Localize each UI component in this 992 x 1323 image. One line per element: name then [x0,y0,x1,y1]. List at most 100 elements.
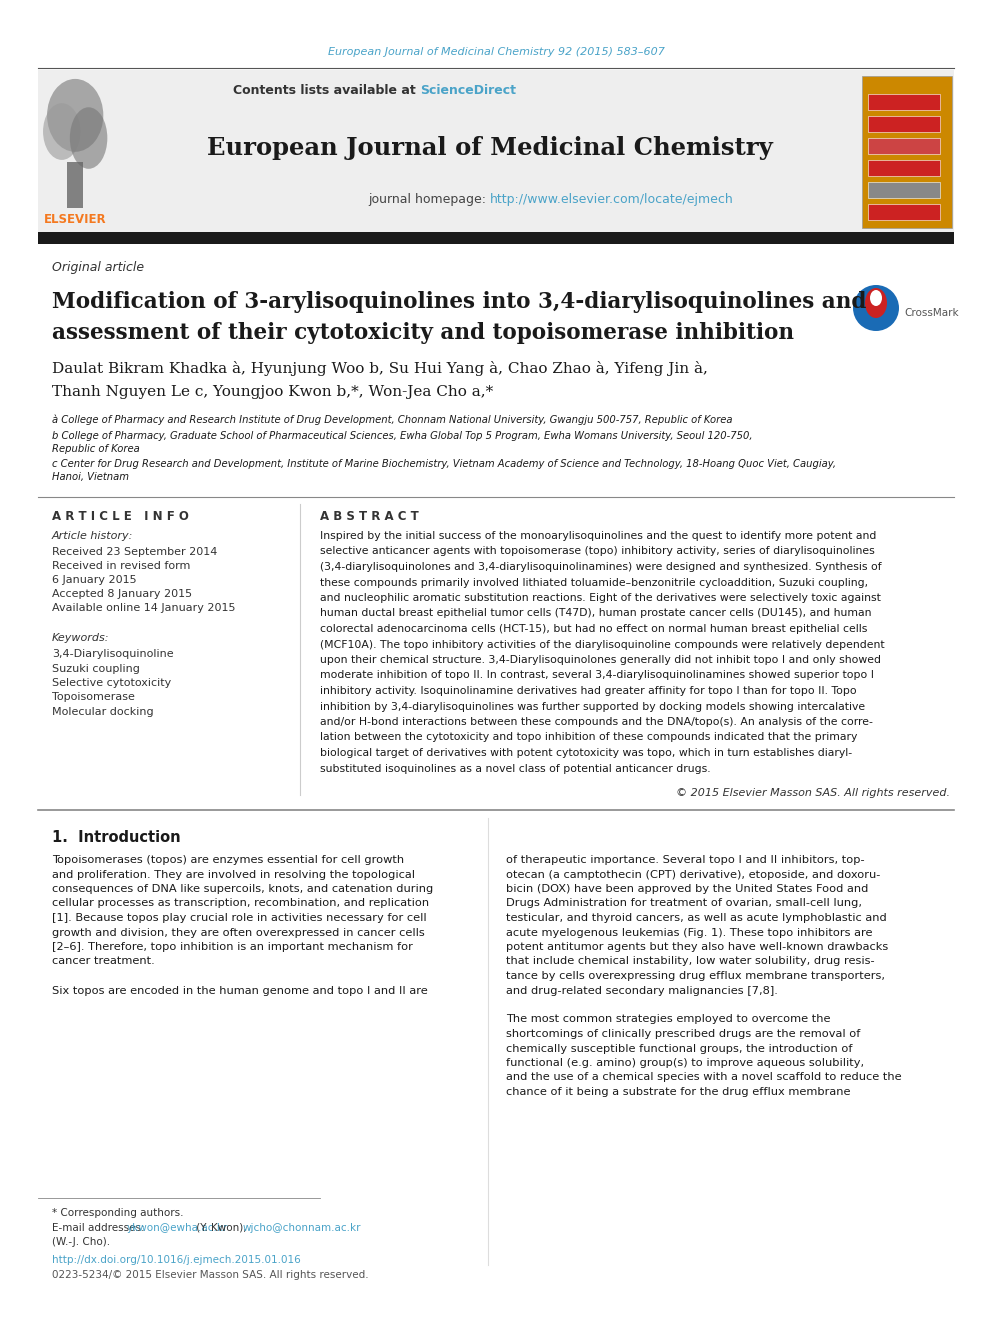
FancyBboxPatch shape [200,79,750,102]
Text: human ductal breast epithelial tumor cells (T47D), human prostate cancer cells (: human ductal breast epithelial tumor cel… [320,609,872,618]
Text: Modification of 3-arylisoquinolines into 3,4-diarylisoquinolines and: Modification of 3-arylisoquinolines into… [52,291,866,314]
Text: http://www.elsevier.com/locate/ejmech: http://www.elsevier.com/locate/ejmech [490,193,734,206]
Text: Hanoi, Vietnam: Hanoi, Vietnam [52,472,129,482]
Text: inhibitory activity. Isoquinolinamine derivatives had greater affinity for topo : inhibitory activity. Isoquinolinamine de… [320,687,857,696]
Text: wjcho@chonnam.ac.kr: wjcho@chonnam.ac.kr [243,1222,361,1233]
Text: Topoisomerase: Topoisomerase [52,692,135,703]
Text: chance of it being a substrate for the drug efflux membrane: chance of it being a substrate for the d… [506,1088,850,1097]
Text: Contents lists available at: Contents lists available at [233,83,420,97]
Text: potent antitumor agents but they also have well-known drawbacks: potent antitumor agents but they also ha… [506,942,888,953]
Text: otecan (a camptothecin (CPT) derivative), etoposide, and doxoru-: otecan (a camptothecin (CPT) derivative)… [506,869,880,880]
Text: ELSEVIER: ELSEVIER [44,213,106,225]
FancyBboxPatch shape [868,94,940,110]
Text: 3,4-Diarylisoquinoline: 3,4-Diarylisoquinoline [52,650,174,659]
Text: à College of Pharmacy and Research Institute of Drug Development, Chonnam Nation: à College of Pharmacy and Research Insti… [52,414,732,425]
Text: inhibition by 3,4-diarylisoquinolines was further supported by docking models sh: inhibition by 3,4-diarylisoquinolines wa… [320,701,865,712]
Text: tance by cells overexpressing drug efflux membrane transporters,: tance by cells overexpressing drug efflu… [506,971,885,980]
Text: Original article: Original article [52,262,144,274]
Text: Thanh Nguyen Le c, Youngjoo Kwon b,*, Won-Jea Cho a,*: Thanh Nguyen Le c, Youngjoo Kwon b,*, Wo… [52,385,493,400]
Text: Article history:: Article history: [52,531,133,541]
Text: ScienceDirect: ScienceDirect [420,83,516,97]
Ellipse shape [870,290,882,306]
FancyBboxPatch shape [862,75,952,228]
Text: of therapeutic importance. Several topo I and II inhibitors, top-: of therapeutic importance. Several topo … [506,855,865,865]
Text: * Corresponding authors.: * Corresponding authors. [52,1208,184,1218]
Text: that include chemical instability, low water solubility, drug resis-: that include chemical instability, low w… [506,957,875,967]
Ellipse shape [47,79,103,152]
Text: 0223-5234/© 2015 Elsevier Masson SAS. All rights reserved.: 0223-5234/© 2015 Elsevier Masson SAS. Al… [52,1270,369,1279]
Text: growth and division, they are often overexpressed in cancer cells: growth and division, they are often over… [52,927,425,938]
Text: Topoisomerases (topos) are enzymes essential for cell growth: Topoisomerases (topos) are enzymes essen… [52,855,404,865]
FancyBboxPatch shape [868,204,940,220]
Circle shape [853,284,899,331]
Text: Available online 14 January 2015: Available online 14 January 2015 [52,603,235,613]
Text: chemically susceptible functional groups, the introduction of: chemically susceptible functional groups… [506,1044,852,1053]
Text: Accepted 8 January 2015: Accepted 8 January 2015 [52,589,192,599]
FancyBboxPatch shape [38,232,954,243]
Text: [2–6]. Therefore, topo inhibition is an important mechanism for: [2–6]. Therefore, topo inhibition is an … [52,942,413,953]
FancyBboxPatch shape [868,138,940,153]
Text: biological target of derivatives with potent cytotoxicity was topo, which in tur: biological target of derivatives with po… [320,747,852,758]
FancyBboxPatch shape [868,183,940,198]
Text: bicin (DOX) have been approved by the United States Food and: bicin (DOX) have been approved by the Un… [506,884,868,894]
Text: (W.-J. Cho).: (W.-J. Cho). [52,1237,110,1248]
Text: Republic of Korea: Republic of Korea [52,445,140,454]
Ellipse shape [69,107,107,169]
Text: moderate inhibition of topo II. In contrast, several 3,4-diarylisoquinolinamines: moderate inhibition of topo II. In contr… [320,671,874,680]
Text: Selective cytotoxicity: Selective cytotoxicity [52,677,172,688]
Text: 1.  Introduction: 1. Introduction [52,831,181,845]
Text: (MCF10A). The topo inhibitory activities of the diarylisoquinoline compounds wer: (MCF10A). The topo inhibitory activities… [320,639,885,650]
FancyBboxPatch shape [67,163,83,208]
Text: Keywords:: Keywords: [52,632,109,643]
Text: 6 January 2015: 6 January 2015 [52,576,137,585]
Text: upon their chemical structure. 3,4-Diarylisoquinolones generally did not inhibit: upon their chemical structure. 3,4-Diary… [320,655,881,665]
Text: CrossMark: CrossMark [904,308,958,318]
Text: substituted isoquinolines as a novel class of potential anticancer drugs.: substituted isoquinolines as a novel cla… [320,763,710,774]
Text: A R T I C L E   I N F O: A R T I C L E I N F O [52,509,188,523]
FancyBboxPatch shape [868,116,940,132]
Text: A B S T R A C T: A B S T R A C T [320,509,419,523]
Text: and/or H-bond interactions between these compounds and the DNA/topo(s). An analy: and/or H-bond interactions between these… [320,717,873,728]
Text: cellular processes as transcription, recombination, and replication: cellular processes as transcription, rec… [52,898,430,909]
Text: and the use of a chemical species with a novel scaffold to reduce the: and the use of a chemical species with a… [506,1073,902,1082]
Text: and proliferation. They are involved in resolving the topological: and proliferation. They are involved in … [52,869,415,880]
Text: shortcomings of clinically prescribed drugs are the removal of: shortcomings of clinically prescribed dr… [506,1029,860,1039]
Ellipse shape [865,288,887,318]
Text: Drugs Administration for treatment of ovarian, small-cell lung,: Drugs Administration for treatment of ov… [506,898,862,909]
Text: (Y. Kwon),: (Y. Kwon), [193,1222,250,1233]
Text: E-mail addresses:: E-mail addresses: [52,1222,148,1233]
Text: Received in revised form: Received in revised form [52,561,190,572]
Text: testicular, and thyroid cancers, as well as acute lymphoblastic and: testicular, and thyroid cancers, as well… [506,913,887,923]
Text: http://dx.doi.org/10.1016/j.ejmech.2015.01.016: http://dx.doi.org/10.1016/j.ejmech.2015.… [52,1256,301,1265]
FancyBboxPatch shape [38,70,954,232]
Text: journal homepage:: journal homepage: [368,193,490,206]
Text: ykwon@ewha.ac.kr: ykwon@ewha.ac.kr [127,1222,228,1233]
Text: Daulat Bikram Khadka à, Hyunjung Woo b, Su Hui Yang à, Chao Zhao à, Yifeng Jin à: Daulat Bikram Khadka à, Hyunjung Woo b, … [52,360,708,376]
Text: [1]. Because topos play crucial role in activities necessary for cell: [1]. Because topos play crucial role in … [52,913,427,923]
Text: Six topos are encoded in the human genome and topo I and II are: Six topos are encoded in the human genom… [52,986,428,995]
Text: consequences of DNA like supercoils, knots, and catenation during: consequences of DNA like supercoils, kno… [52,884,434,894]
Text: Inspired by the initial success of the monoarylisoquinolines and the quest to id: Inspired by the initial success of the m… [320,531,876,541]
Text: cancer treatment.: cancer treatment. [52,957,155,967]
Text: c Center for Drug Research and Development, Institute of Marine Biochemistry, Vi: c Center for Drug Research and Developme… [52,459,836,468]
Text: these compounds primarily involved lithiated toluamide–benzonitrile cycloadditio: these compounds primarily involved lithi… [320,578,868,587]
Text: Molecular docking: Molecular docking [52,706,154,717]
Text: Suzuki coupling: Suzuki coupling [52,664,140,673]
Ellipse shape [43,103,80,160]
Text: and nucleophilic aromatic substitution reactions. Eight of the derivatives were : and nucleophilic aromatic substitution r… [320,593,881,603]
FancyBboxPatch shape [868,160,940,176]
Text: b College of Pharmacy, Graduate School of Pharmaceutical Sciences, Ewha Global T: b College of Pharmacy, Graduate School o… [52,431,753,441]
Text: assessment of their cytotoxicity and topoisomerase inhibition: assessment of their cytotoxicity and top… [52,321,794,344]
Text: The most common strategies employed to overcome the: The most common strategies employed to o… [506,1015,830,1024]
Text: European Journal of Medicinal Chemistry: European Journal of Medicinal Chemistry [207,136,773,160]
Text: © 2015 Elsevier Masson SAS. All rights reserved.: © 2015 Elsevier Masson SAS. All rights r… [676,789,950,798]
Text: and drug-related secondary malignancies [7,8].: and drug-related secondary malignancies … [506,986,778,995]
Text: acute myelogenous leukemias (Fig. 1). These topo inhibitors are: acute myelogenous leukemias (Fig. 1). Th… [506,927,873,938]
Text: (3,4-diarylisoquinolones and 3,4-diarylisoquinolinamines) were designed and synt: (3,4-diarylisoquinolones and 3,4-diaryli… [320,562,882,572]
Text: European Journal of Medicinal Chemistry 92 (2015) 583–607: European Journal of Medicinal Chemistry … [327,48,665,57]
Text: Received 23 September 2014: Received 23 September 2014 [52,546,217,557]
Text: functional (e.g. amino) group(s) to improve aqueous solubility,: functional (e.g. amino) group(s) to impr… [506,1058,864,1068]
Text: colorectal adenocarcinoma cells (HCT-15), but had no effect on normal human brea: colorectal adenocarcinoma cells (HCT-15)… [320,624,867,634]
Text: selective anticancer agents with topoisomerase (topo) inhibitory activity, serie: selective anticancer agents with topoiso… [320,546,875,557]
Text: lation between the cytotoxicity and topo inhibition of these compounds indicated: lation between the cytotoxicity and topo… [320,733,857,742]
